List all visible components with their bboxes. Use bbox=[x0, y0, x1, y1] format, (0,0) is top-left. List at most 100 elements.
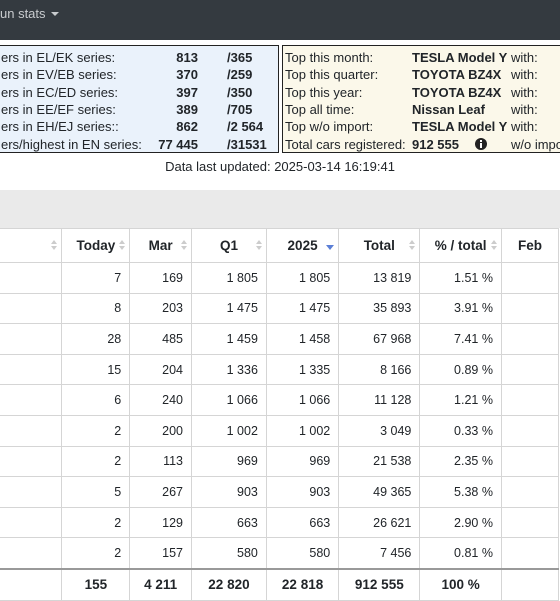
cell: 969 bbox=[191, 445, 267, 478]
top-label: Total cars registered: bbox=[285, 136, 406, 152]
cell: 663 bbox=[265, 506, 340, 539]
cell: 1 459 bbox=[191, 323, 267, 355]
header-text: Total bbox=[363, 238, 395, 253]
total-cell: 4 211 bbox=[129, 567, 193, 601]
header-cell[interactable]: Q1 bbox=[191, 228, 267, 263]
header-cell[interactable]: Today bbox=[61, 228, 131, 263]
cell: 113 bbox=[129, 445, 193, 478]
cell: 8 166 bbox=[338, 353, 421, 386]
cell: 1 002 bbox=[265, 414, 340, 447]
top-value: 912 555 bbox=[412, 136, 459, 152]
header-cell[interactable]: % / total bbox=[419, 228, 502, 263]
top-label: Top w/o import: bbox=[285, 119, 374, 135]
series-total: /259 bbox=[227, 67, 253, 83]
cell: 240 bbox=[129, 384, 193, 416]
data-row: 28 485 1 459 1 458 67 968 7.41 % bbox=[0, 323, 560, 355]
cell bbox=[0, 292, 63, 325]
cell: 15 bbox=[61, 353, 131, 386]
cell bbox=[0, 384, 63, 416]
cell bbox=[500, 292, 560, 325]
data-row: 7 169 1 805 1 805 13 819 1.51 % bbox=[0, 262, 560, 294]
top-with: with: bbox=[511, 50, 538, 65]
header-cell[interactable]: Total bbox=[338, 228, 421, 263]
series-total: /350 bbox=[227, 84, 253, 100]
header-text: Today bbox=[76, 238, 116, 253]
top-value: TESLA Model Y bbox=[412, 50, 508, 65]
cell bbox=[500, 323, 560, 355]
info-icon bbox=[475, 138, 487, 150]
cell: 267 bbox=[129, 476, 193, 508]
top-with: with: bbox=[511, 119, 538, 135]
header-text: 2025 bbox=[287, 238, 318, 253]
cell: 903 bbox=[265, 476, 340, 508]
cell bbox=[500, 384, 560, 416]
series-total: /31531 bbox=[227, 136, 267, 152]
top-value: TOYOTA BZ4X bbox=[412, 67, 502, 83]
sort-icon bbox=[51, 246, 58, 250]
cell: 169 bbox=[129, 262, 193, 294]
top-with: with: bbox=[511, 101, 538, 117]
cell: 67 968 bbox=[338, 323, 421, 355]
cell bbox=[0, 537, 63, 570]
sort-icon bbox=[490, 240, 497, 244]
navbar: un stats bbox=[0, 0, 560, 40]
cell: 49 365 bbox=[338, 476, 421, 508]
cell: 204 bbox=[129, 353, 193, 386]
top-label: Top this year: bbox=[285, 84, 363, 100]
cell bbox=[0, 262, 63, 294]
series-count: 397 bbox=[176, 84, 198, 100]
cell: 1 475 bbox=[265, 292, 340, 325]
cell: 0.89 % bbox=[419, 353, 502, 386]
sort-icon bbox=[119, 240, 126, 244]
cell bbox=[500, 506, 560, 539]
top-with: w/o impo bbox=[511, 136, 560, 152]
top-with: with: bbox=[511, 67, 538, 83]
cell bbox=[0, 414, 63, 447]
sort-icon bbox=[51, 240, 58, 244]
sort-icon bbox=[255, 240, 262, 244]
header-cell[interactable]: 2025 bbox=[265, 228, 340, 263]
cell: 580 bbox=[265, 537, 340, 570]
cell: 3.91 % bbox=[419, 292, 502, 325]
data-row: 2 113 969 969 21 538 2.35 % bbox=[0, 445, 560, 478]
nav-menu[interactable]: un stats bbox=[0, 6, 46, 21]
cell: 21 538 bbox=[338, 445, 421, 478]
cell: 2.35 % bbox=[419, 445, 502, 478]
series-count: 370 bbox=[176, 67, 198, 83]
total-cell: 912 555 bbox=[338, 567, 421, 601]
series-label: ers in EH/EJ series:: bbox=[1, 119, 119, 135]
cell: 0.33 % bbox=[419, 414, 502, 447]
top-label: Top this quarter: bbox=[285, 67, 379, 83]
cell: 203 bbox=[129, 292, 193, 325]
series-box: ers in EL/EK series: 813/365 ers in EV/EB … bbox=[0, 45, 279, 153]
cell bbox=[500, 476, 560, 508]
cell: 1.21 % bbox=[419, 384, 502, 416]
cell: 580 bbox=[191, 537, 267, 570]
header-text: Q1 bbox=[219, 238, 238, 253]
cell: 6 bbox=[61, 384, 131, 416]
dropdown-caret[interactable] bbox=[51, 12, 59, 16]
sort-icon bbox=[119, 246, 126, 250]
series-count: 862 bbox=[176, 119, 198, 135]
cell bbox=[500, 353, 560, 386]
cell: 485 bbox=[129, 323, 193, 355]
data-row: 2 200 1 002 1 002 3 049 0.33 % bbox=[0, 414, 560, 447]
series-total: /2 564 bbox=[227, 119, 264, 135]
cell: 1.51 % bbox=[419, 262, 502, 294]
header-cell[interactable]: Feb bbox=[500, 228, 560, 263]
cell: 903 bbox=[191, 476, 267, 508]
header-text: % / total bbox=[434, 238, 487, 253]
cell: 28 bbox=[61, 323, 131, 355]
sort-icon bbox=[409, 240, 416, 244]
cell: 2.90 % bbox=[419, 506, 502, 539]
cell bbox=[0, 476, 63, 508]
info-icon-bar bbox=[480, 143, 482, 148]
series-label: ers in EC/ED series: bbox=[1, 84, 119, 100]
cell: 1 336 bbox=[191, 353, 267, 386]
header-cell[interactable]: Mar bbox=[129, 228, 193, 263]
sort-icon bbox=[181, 240, 188, 244]
cell: 1 805 bbox=[191, 262, 267, 294]
header-cell bbox=[0, 228, 63, 263]
cell: 26 621 bbox=[338, 506, 421, 539]
